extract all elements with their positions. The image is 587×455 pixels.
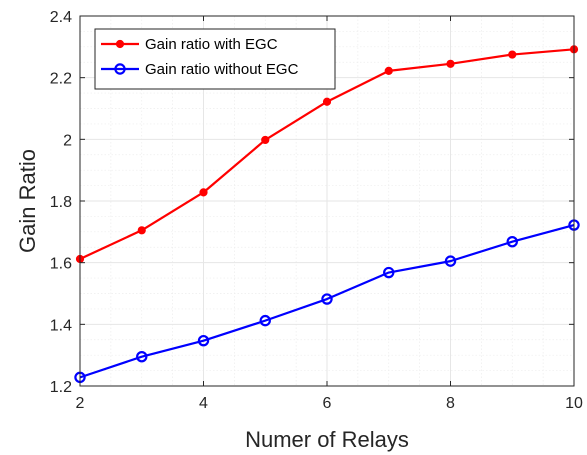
data-point	[506, 235, 518, 248]
y-axis-label: Gain Ratio	[15, 149, 40, 253]
data-point	[136, 351, 148, 363]
x-axis-label: Numer of Relays	[245, 427, 409, 452]
data-point	[384, 66, 393, 75]
legend-label: Gain ratio without EGC	[145, 61, 299, 78]
tick-marks	[79, 15, 575, 387]
x-tick-label: 4	[199, 395, 208, 412]
legend-label: Gain ratio with EGC	[145, 36, 278, 53]
data-point	[444, 255, 457, 267]
y-tick-label: 2.2	[50, 71, 72, 88]
data-point	[322, 97, 332, 106]
y-tick-label: 1.6	[50, 256, 72, 273]
legend-marker	[115, 39, 125, 49]
y-tick-label: 1.8	[50, 194, 72, 211]
series-line	[79, 223, 575, 379]
legend-item: Gain ratio without EGC	[101, 61, 299, 78]
data-point	[508, 50, 517, 59]
legend: Gain ratio with EGC Gain ratio without EG…	[94, 28, 336, 90]
x-tick-label: 8	[446, 395, 455, 412]
legend-item: Gain ratio with EGC	[101, 36, 278, 53]
legend-marker	[114, 63, 126, 75]
y-tick-label: 1.2	[50, 379, 72, 396]
x-tick-label: 10	[565, 395, 583, 412]
data-point	[446, 59, 455, 68]
series-2	[74, 219, 580, 384]
y-tick-labels: 1.2 1.4 1.6 1.8 2 2.2 2.4	[50, 9, 72, 396]
y-tick-label: 1.4	[50, 317, 72, 334]
data-point	[259, 314, 271, 327]
data-point	[261, 135, 270, 145]
x-tick-label: 2	[76, 395, 85, 412]
series-layer	[74, 45, 580, 384]
data-point	[197, 334, 210, 347]
data-point	[383, 266, 395, 279]
data-point	[321, 293, 333, 305]
y-tick-label: 2	[63, 132, 72, 149]
y-tick-label: 2.4	[50, 9, 72, 26]
data-point	[137, 226, 146, 235]
legend-box	[94, 28, 336, 90]
series-1	[75, 45, 579, 264]
x-tick-label: 6	[323, 395, 332, 412]
x-tick-labels: 2 4 6 8 10	[76, 395, 583, 412]
data-point	[199, 188, 208, 197]
